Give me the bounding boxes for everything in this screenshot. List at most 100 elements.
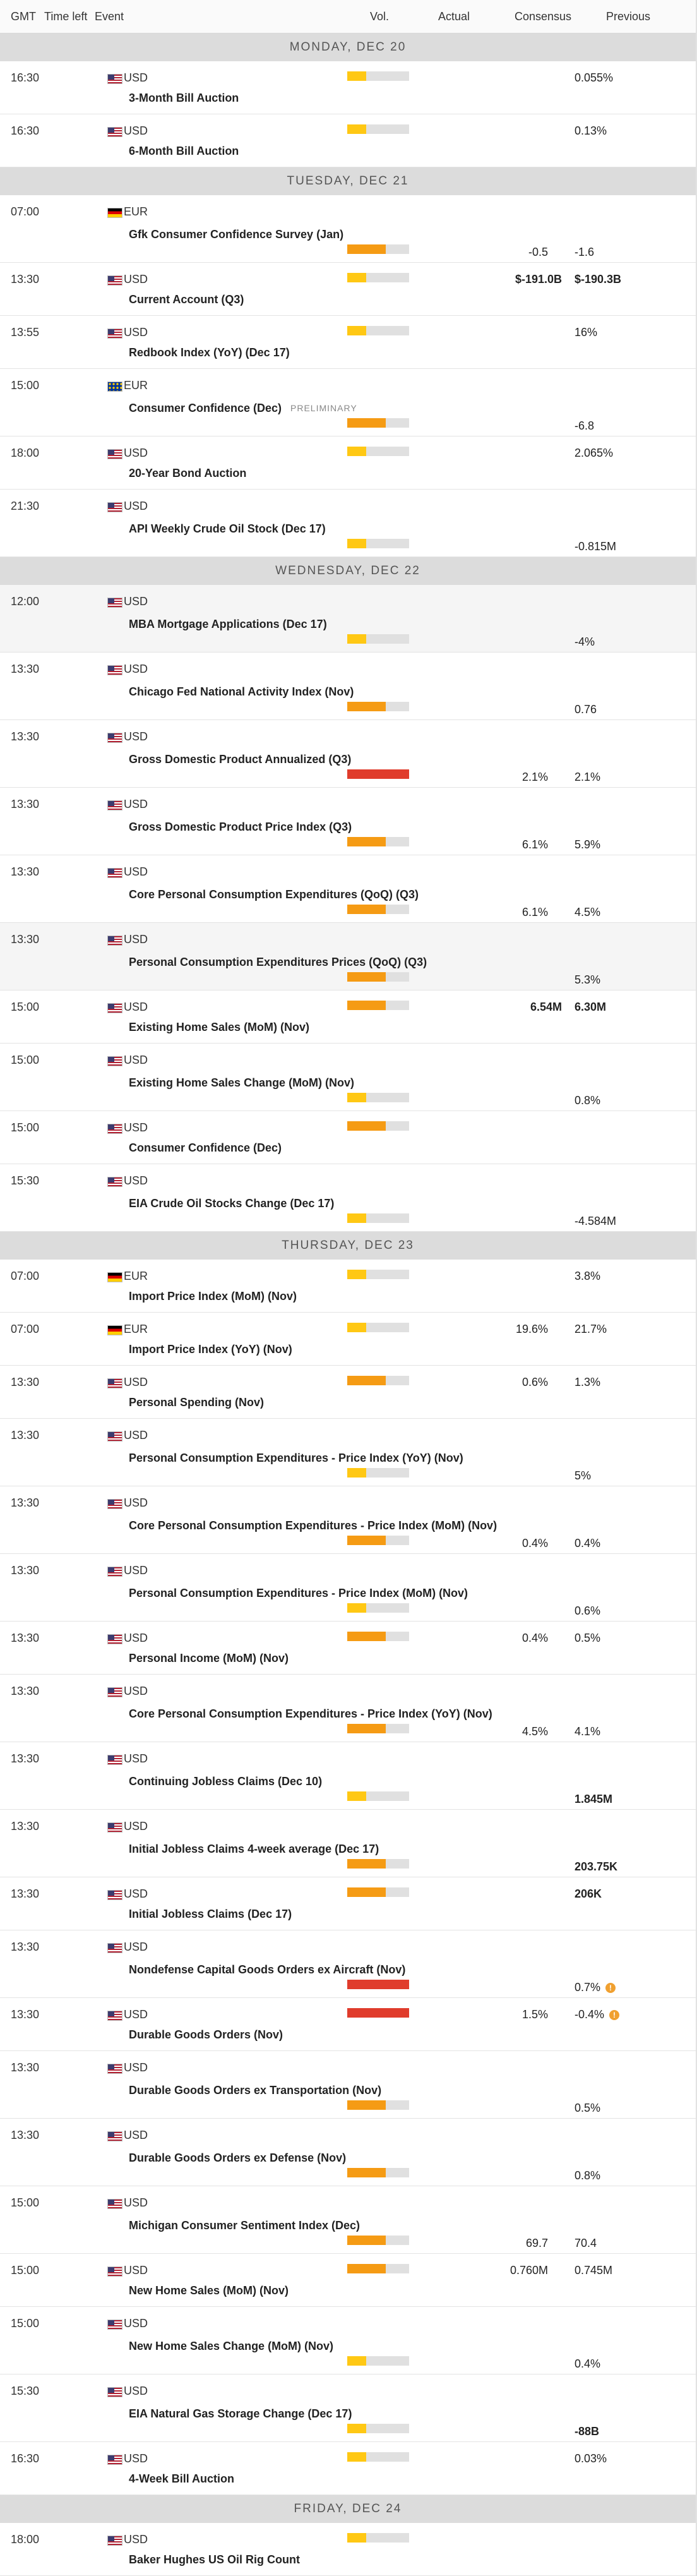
event-row[interactable]: 15:00 USD New Home Sales Change (MoM) (Nov… [0,2307,696,2374]
event-name[interactable]: Current Account (Q3) [129,293,244,306]
event-name[interactable]: Import Price Index (MoM) (Nov) [129,1290,297,1303]
consensus-value: 69.7 [525,2237,548,2249]
event-row[interactable]: 13:30 USD Continuing Jobless Claims (Dec 1… [0,1742,696,1810]
event-name[interactable]: New Home Sales Change (MoM) (Nov) [129,2340,334,2352]
event-name[interactable]: 4-Week Bill Auction [129,2472,235,2485]
event-name[interactable]: Redbook Index (YoY) (Dec 17) [129,346,290,359]
event-currency: USD [124,2317,148,2330]
event-name[interactable]: MBA Mortgage Applications (Dec 17) [129,618,327,630]
event-row[interactable]: 15:00 USD Michigan Consumer Sentiment Inde… [0,2186,696,2254]
event-name[interactable]: Chicago Fed National Activity Index (Nov… [129,685,354,698]
event-row[interactable]: 13:30 USD Personal Consumption Expenditure… [0,1554,696,1622]
event-row[interactable]: 13:30 USD Chicago Fed National Activity In… [0,653,696,720]
event-name[interactable]: 6-Month Bill Auction [129,145,239,157]
event-name[interactable]: Durable Goods Orders ex Defense (Nov) [129,2152,347,2164]
header-consensus[interactable]: Consensus [515,10,572,23]
event-name[interactable]: Nondefense Capital Goods Orders ex Aircr… [129,1963,406,1976]
event-row[interactable]: 07:00 EUR Import Price Index (YoY) (Nov) 19… [0,1313,696,1366]
event-row[interactable]: 13:30 USD Personal Spending (Nov) 0.6% 1.3% [0,1366,696,1419]
event-row[interactable]: 13:30 USD Core Personal Consumption Expend… [0,855,696,923]
previous-text: 203.75K [575,1860,618,1873]
event-name[interactable]: Michigan Consumer Sentiment Index (Dec) [129,2219,360,2232]
volatility-bar [347,2452,409,2462]
event-name[interactable]: Existing Home Sales Change (MoM) (Nov) [129,1076,355,1089]
event-row[interactable]: 13:30 USD Core Personal Consumption Expend… [0,1486,696,1554]
event-row[interactable]: 13:30 USD Nondefense Capital Goods Orders … [0,1930,696,1998]
event-name[interactable]: 20-Year Bond Auction [129,467,247,479]
event-row[interactable]: 15:30 USD EIA Natural Gas Storage Change (… [0,2374,696,2442]
event-row[interactable]: 13:30 USD Durable Goods Orders ex Defense … [0,2119,696,2186]
event-row[interactable]: 13:30 USD Core Personal Consumption Expend… [0,1675,696,1742]
revised-alert-icon[interactable]: ! [609,2010,620,2020]
event-name[interactable]: Personal Consumption Expenditures - Pric… [129,1452,463,1464]
header-previous[interactable]: Previous [606,10,651,23]
event-name[interactable]: Personal Consumption Expenditures - Pric… [129,1587,468,1599]
event-row[interactable]: 15:30 USD EIA Crude Oil Stocks Change (Dec… [0,1164,696,1232]
event-name[interactable]: Core Personal Consumption Expenditures (… [129,888,419,901]
event-currency: USD [124,500,148,512]
event-name[interactable]: Initial Jobless Claims 4-week average (D… [129,1843,379,1855]
event-row[interactable]: 18:00 USD Baker Hughes US Oil Rig Count [0,2523,696,2576]
event-name[interactable]: Gfk Consumer Confidence Survey (Jan) [129,228,344,241]
event-row[interactable]: 15:00 USD Existing Home Sales (MoM) (Nov) 6… [0,990,696,1044]
event-row[interactable]: 13:30 USD Current Account (Q3) $-191.0B $-19… [0,263,696,316]
event-name[interactable]: EIA Crude Oil Stocks Change (Dec 17) [129,1197,335,1210]
event-row[interactable]: 13:30 USD Initial Jobless Claims 4-week av… [0,1810,696,1877]
event-row[interactable]: 15:00 USD Consumer Confidence (Dec) [0,1111,696,1164]
event-name[interactable]: New Home Sales (MoM) (Nov) [129,2284,289,2297]
event-row[interactable]: 13:30 USD Personal Income (MoM) (Nov) 0.4% 0… [0,1622,696,1675]
event-name[interactable]: Durable Goods Orders ex Transportation (… [129,2084,382,2097]
event-name[interactable]: Durable Goods Orders (Nov) [129,2028,283,2041]
event-row[interactable]: 13:30 USD Personal Consumption Expenditure… [0,1419,696,1486]
event-row[interactable]: 16:30 USD 4-Week Bill Auction 0.03% [0,2442,696,2495]
event-row[interactable]: 13:30 USD Gross Domestic Product Annualize… [0,720,696,788]
event-name[interactable]: Gross Domestic Product Price Index (Q3) [129,821,352,833]
header-gmt[interactable]: GMT [11,10,36,23]
event-name[interactable]: Core Personal Consumption Expenditures -… [129,1519,497,1532]
event-row[interactable]: 13:30 USD Durable Goods Orders (Nov) 1.5% -0… [0,1998,696,2051]
event-row[interactable]: 16:30 USD 6-Month Bill Auction 0.13% [0,114,696,167]
volatility-fill [347,1632,386,1641]
event-name[interactable]: API Weekly Crude Oil Stock (Dec 17) [129,522,326,535]
event-time: 13:30 [11,1941,40,1953]
header-time-left[interactable]: Time left [44,10,88,23]
event-name[interactable]: Personal Income (MoM) (Nov) [129,1652,289,1664]
event-name[interactable]: Consumer Confidence (Dec) [129,402,282,414]
event-row[interactable]: 13:30 USD Gross Domestic Product Price Ind… [0,788,696,855]
event-row[interactable]: 18:00 USD 20-Year Bond Auction 2.065% [0,436,696,490]
event-name[interactable]: Personal Spending (Nov) [129,1396,265,1409]
event-row[interactable]: 21:30 USD API Weekly Crude Oil Stock (Dec … [0,490,696,557]
flag-us-icon [107,275,122,286]
event-name[interactable]: Existing Home Sales (MoM) (Nov) [129,1021,310,1033]
event-row[interactable]: 13:30 USD Initial Jobless Claims (Dec 17) 2… [0,1877,696,1930]
event-name[interactable]: Personal Consumption Expenditures Prices… [129,956,427,968]
event-name[interactable]: Gross Domestic Product Annualized (Q3) [129,753,352,766]
event-row[interactable]: 16:30 USD 3-Month Bill Auction 0.055% [0,61,696,114]
event-name[interactable]: Import Price Index (YoY) (Nov) [129,1343,292,1356]
event-row[interactable]: 15:00 EUR Consumer Confidence (Dec) PRELIMI… [0,369,696,436]
event-row[interactable]: 07:00 EUR Import Price Index (MoM) (Nov) 3.… [0,1260,696,1313]
event-row[interactable]: 07:00 EUR Gfk Consumer Confidence Survey (… [0,195,696,263]
event-name[interactable]: Initial Jobless Claims (Dec 17) [129,1908,292,1920]
event-row[interactable]: 13:55 USD Redbook Index (YoY) (Dec 17) 16% [0,316,696,369]
header-actual[interactable]: Actual [438,10,470,23]
previous-value: 0.055% [575,71,657,85]
event-row[interactable]: 15:00 USD New Home Sales (MoM) (Nov) 0.760M… [0,2254,696,2307]
event-name[interactable]: EIA Natural Gas Storage Change (Dec 17) [129,2407,352,2420]
event-row[interactable]: 12:00 USD MBA Mortgage Applications (Dec 1… [0,585,696,653]
revised-alert-icon[interactable]: ! [605,1983,616,1993]
event-name[interactable]: Baker Hughes US Oil Rig Count [129,2553,301,2566]
event-name[interactable]: Consumer Confidence (Dec) [129,1141,282,1154]
event-row[interactable]: 13:30 USD Durable Goods Orders ex Transpor… [0,2051,696,2119]
header-vol[interactable]: Vol. [370,10,390,23]
event-name[interactable]: 3-Month Bill Auction [129,92,239,104]
event-row[interactable]: 15:00 USD Existing Home Sales Change (MoM)… [0,1044,696,1111]
event-name[interactable]: Core Personal Consumption Expenditures -… [129,1707,492,1720]
previous-text: 4.5% [575,906,601,918]
volatility-bar [347,539,409,548]
header-event[interactable]: Event [95,10,124,23]
event-row[interactable]: 13:30 USD Personal Consumption Expenditure… [0,923,696,990]
event-time: 13:30 [11,798,40,810]
volatility-bar [347,1270,409,1279]
event-name[interactable]: Continuing Jobless Claims (Dec 10) [129,1775,323,1788]
